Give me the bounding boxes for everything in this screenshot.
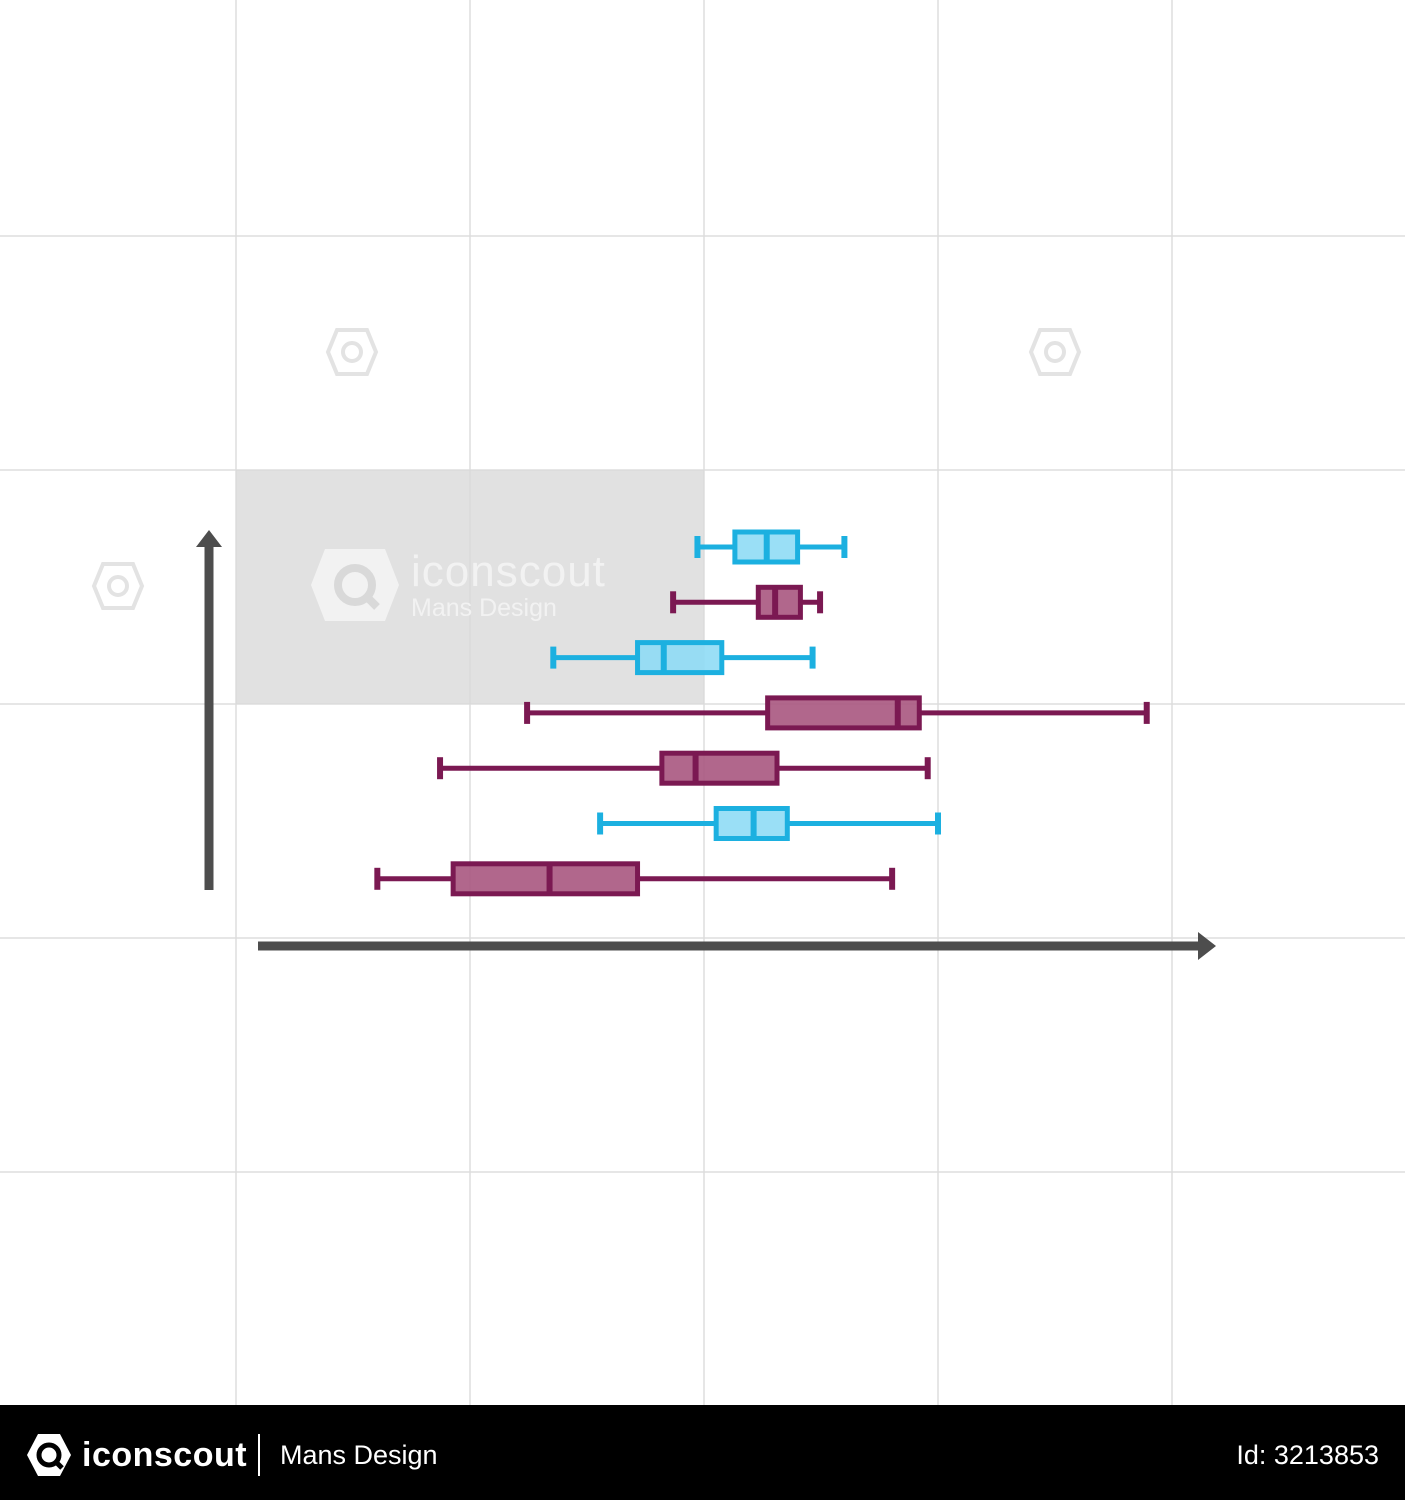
- boxplot-item: [524, 695, 1150, 731]
- footer-bar: iconscout Mans Design Id: 3213853: [0, 1405, 1405, 1500]
- box-iqr: [659, 750, 780, 786]
- boxplot-item: [694, 529, 848, 565]
- boxplot-item: [550, 640, 816, 676]
- x-axis: [258, 932, 1216, 960]
- box-iqr: [450, 861, 641, 897]
- boxplot-series: [374, 529, 1150, 897]
- watermark-logo-icon: [311, 549, 399, 621]
- watermark-small-icon: [325, 328, 379, 376]
- chart-canvas: iconscout Mans Design: [0, 0, 1405, 1405]
- x-axis-arrow-icon: [1198, 932, 1216, 960]
- watermark-brand: iconscout: [411, 547, 606, 596]
- watermark-author: Mans Design: [411, 594, 557, 622]
- boxplot-item: [597, 806, 941, 841]
- box-iqr: [755, 584, 803, 620]
- footer-asset-id: Id: 3213853: [1236, 1440, 1379, 1470]
- box-iqr: [635, 640, 725, 676]
- y-axis-arrow-icon: [196, 530, 222, 547]
- watermark-small-icon: [1028, 328, 1082, 376]
- footer-author[interactable]: Mans Design: [280, 1440, 438, 1470]
- y-axis: [196, 530, 222, 890]
- footer-brand[interactable]: iconscout: [82, 1436, 248, 1474]
- boxplot-item: [437, 750, 931, 786]
- boxplot-item: [670, 584, 824, 620]
- background-grid: [0, 0, 1405, 1405]
- footer-divider: [258, 1434, 260, 1476]
- iconscout-logo-icon: [27, 1434, 71, 1476]
- box-iqr: [765, 695, 922, 731]
- watermark-small-icon: [91, 562, 145, 610]
- boxplot-item: [374, 861, 896, 897]
